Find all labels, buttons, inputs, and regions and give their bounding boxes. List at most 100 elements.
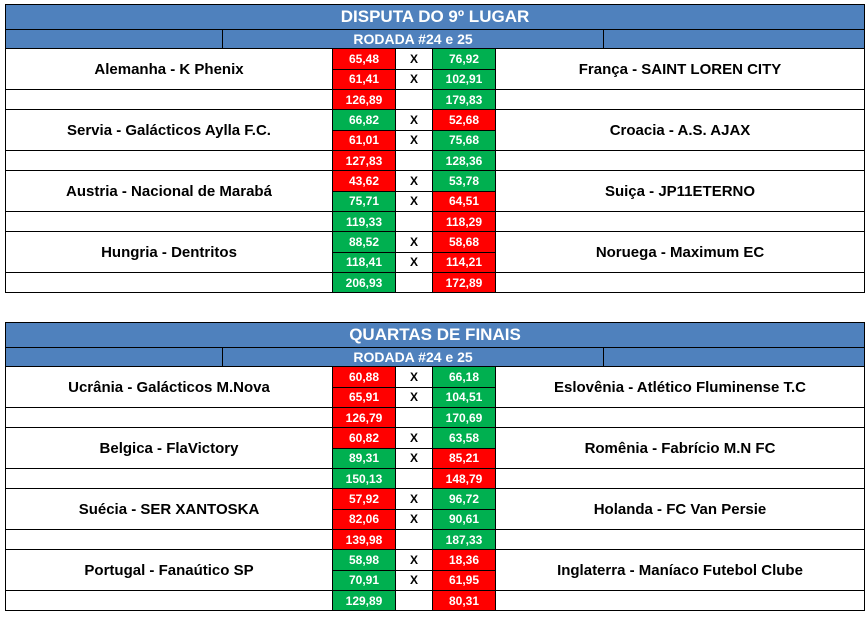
score-left: 70,91 — [332, 570, 396, 591]
match-row: Portugal - Fanaútico SP 58,98 X 18,36 70,91 X… — [5, 550, 865, 591]
total-blank-mid — [396, 151, 432, 171]
total-left: 139,98 — [332, 530, 396, 550]
match-scores: 60,82 X 63,58 89,31 X 85,21 — [332, 428, 496, 469]
score-row: 66,82 X 52,68 — [332, 110, 496, 131]
vs-mark: X — [396, 232, 432, 253]
vs-mark: X — [396, 367, 432, 388]
total-left: 126,89 — [332, 90, 396, 110]
score-right: 104,51 — [432, 387, 496, 408]
total-row: 139,98 187,33 — [5, 530, 865, 550]
vs-mark: X — [396, 388, 432, 408]
score-row: 58,98 X 18,36 — [332, 550, 496, 571]
match-row: Ucrânia - Galácticos M.Nova 60,88 X 66,18 65… — [5, 367, 865, 408]
total-right: 128,36 — [432, 151, 496, 171]
match-scores: 43,62 X 53,78 75,71 X 64,51 — [332, 171, 496, 212]
score-left: 75,71 — [332, 191, 396, 212]
total-row: 206,93 172,89 — [5, 273, 865, 293]
score-right: 53,78 — [432, 171, 496, 192]
total-row: 126,89 179,83 — [5, 90, 865, 110]
total-row: 119,33 118,29 — [5, 212, 865, 232]
total-blank-mid — [396, 530, 432, 550]
score-left: 88,52 — [332, 232, 396, 253]
score-row: 82,06 X 90,61 — [332, 509, 496, 530]
total-left: 127,83 — [332, 151, 396, 171]
team-right: Croacia - A.S. AJAX — [496, 110, 864, 151]
total-left: 126,79 — [332, 408, 396, 428]
score-right: 64,51 — [432, 191, 496, 212]
total-row: 129,89 80,31 — [5, 591, 865, 611]
score-left: 57,92 — [332, 489, 396, 510]
total-right: 118,29 — [432, 212, 496, 232]
score-left: 60,82 — [332, 428, 396, 449]
vs-mark: X — [396, 110, 432, 131]
score-row: 75,71 X 64,51 — [332, 191, 496, 212]
total-blank-right — [496, 469, 864, 489]
team-left: Portugal - Fanaútico SP — [6, 550, 332, 591]
round-blank-right — [604, 30, 864, 48]
total-blank-mid — [396, 273, 432, 293]
team-right: Inglaterra - Maníaco Futebol Clube — [496, 550, 864, 591]
team-left: Alemanha - K Phenix — [6, 49, 332, 90]
score-row: 70,91 X 61,95 — [332, 570, 496, 591]
total-row: 126,79 170,69 — [5, 408, 865, 428]
score-right: 96,72 — [432, 489, 496, 510]
score-row: 43,62 X 53,78 — [332, 171, 496, 192]
score-left: 60,88 — [332, 367, 396, 388]
total-blank-right — [496, 212, 864, 232]
round-blank-left — [6, 348, 223, 366]
score-row: 89,31 X 85,21 — [332, 448, 496, 469]
total-blank-left — [6, 90, 332, 110]
total-left: 119,33 — [332, 212, 396, 232]
total-right: 172,89 — [432, 273, 496, 293]
total-blank-right — [496, 530, 864, 550]
total-right: 179,83 — [432, 90, 496, 110]
team-left: Belgica - FlaVictory — [6, 428, 332, 469]
match-scores: 65,48 X 76,92 61,41 X 102,91 — [332, 49, 496, 90]
total-blank-left — [6, 408, 332, 428]
score-row: 65,48 X 76,92 — [332, 49, 496, 70]
vs-mark: X — [396, 449, 432, 469]
total-blank-left — [6, 530, 332, 550]
vs-mark: X — [396, 489, 432, 510]
score-right: 75,68 — [432, 130, 496, 151]
vs-mark: X — [396, 253, 432, 273]
total-blank-right — [496, 591, 864, 611]
vs-mark: X — [396, 131, 432, 151]
match-row: Belgica - FlaVictory 60,82 X 63,58 89,31 X 85,… — [5, 428, 865, 469]
round-blank-left — [6, 30, 223, 48]
team-right: Suiça - JP11ETERNO — [496, 171, 864, 212]
vs-mark: X — [396, 550, 432, 571]
vs-mark: X — [396, 571, 432, 591]
match-scores: 58,98 X 18,36 70,91 X 61,95 — [332, 550, 496, 591]
score-left: 118,41 — [332, 252, 396, 273]
total-blank-mid — [396, 90, 432, 110]
score-left: 61,01 — [332, 130, 396, 151]
score-right: 63,58 — [432, 428, 496, 449]
score-left: 82,06 — [332, 509, 396, 530]
score-left: 66,82 — [332, 110, 396, 131]
score-right: 90,61 — [432, 509, 496, 530]
vs-mark: X — [396, 171, 432, 192]
total-blank-right — [496, 408, 864, 428]
team-left: Ucrânia - Galácticos M.Nova — [6, 367, 332, 408]
team-left: Hungria - Dentritos — [6, 232, 332, 273]
team-right: Eslovênia - Atlético Fluminense T.C — [496, 367, 864, 408]
score-row: 88,52 X 58,68 — [332, 232, 496, 253]
total-blank-mid — [396, 408, 432, 428]
total-blank-mid — [396, 212, 432, 232]
total-blank-right — [496, 90, 864, 110]
match-row: Hungria - Dentritos 88,52 X 58,68 118,41 X 114… — [5, 232, 865, 273]
score-left: 65,91 — [332, 387, 396, 408]
match-row: Servia - Galácticos Aylla F.C. 66,82 X 52,6… — [5, 110, 865, 151]
total-blank-right — [496, 273, 864, 293]
vs-mark: X — [396, 70, 432, 90]
score-right: 114,21 — [432, 252, 496, 273]
score-left: 65,48 — [332, 49, 396, 70]
score-left: 58,98 — [332, 550, 396, 571]
score-right: 76,92 — [432, 49, 496, 70]
total-blank-left — [6, 591, 332, 611]
bracket-section: QUARTAS DE FINAIS RODADA #24 e 25 Ucrânia … — [5, 322, 865, 611]
score-right: 102,91 — [432, 69, 496, 90]
bracket-section: DISPUTA DO 9º LUGAR RODADA #24 e 25 Aleman… — [5, 4, 865, 293]
team-left: Servia - Galácticos Aylla F.C. — [6, 110, 332, 151]
